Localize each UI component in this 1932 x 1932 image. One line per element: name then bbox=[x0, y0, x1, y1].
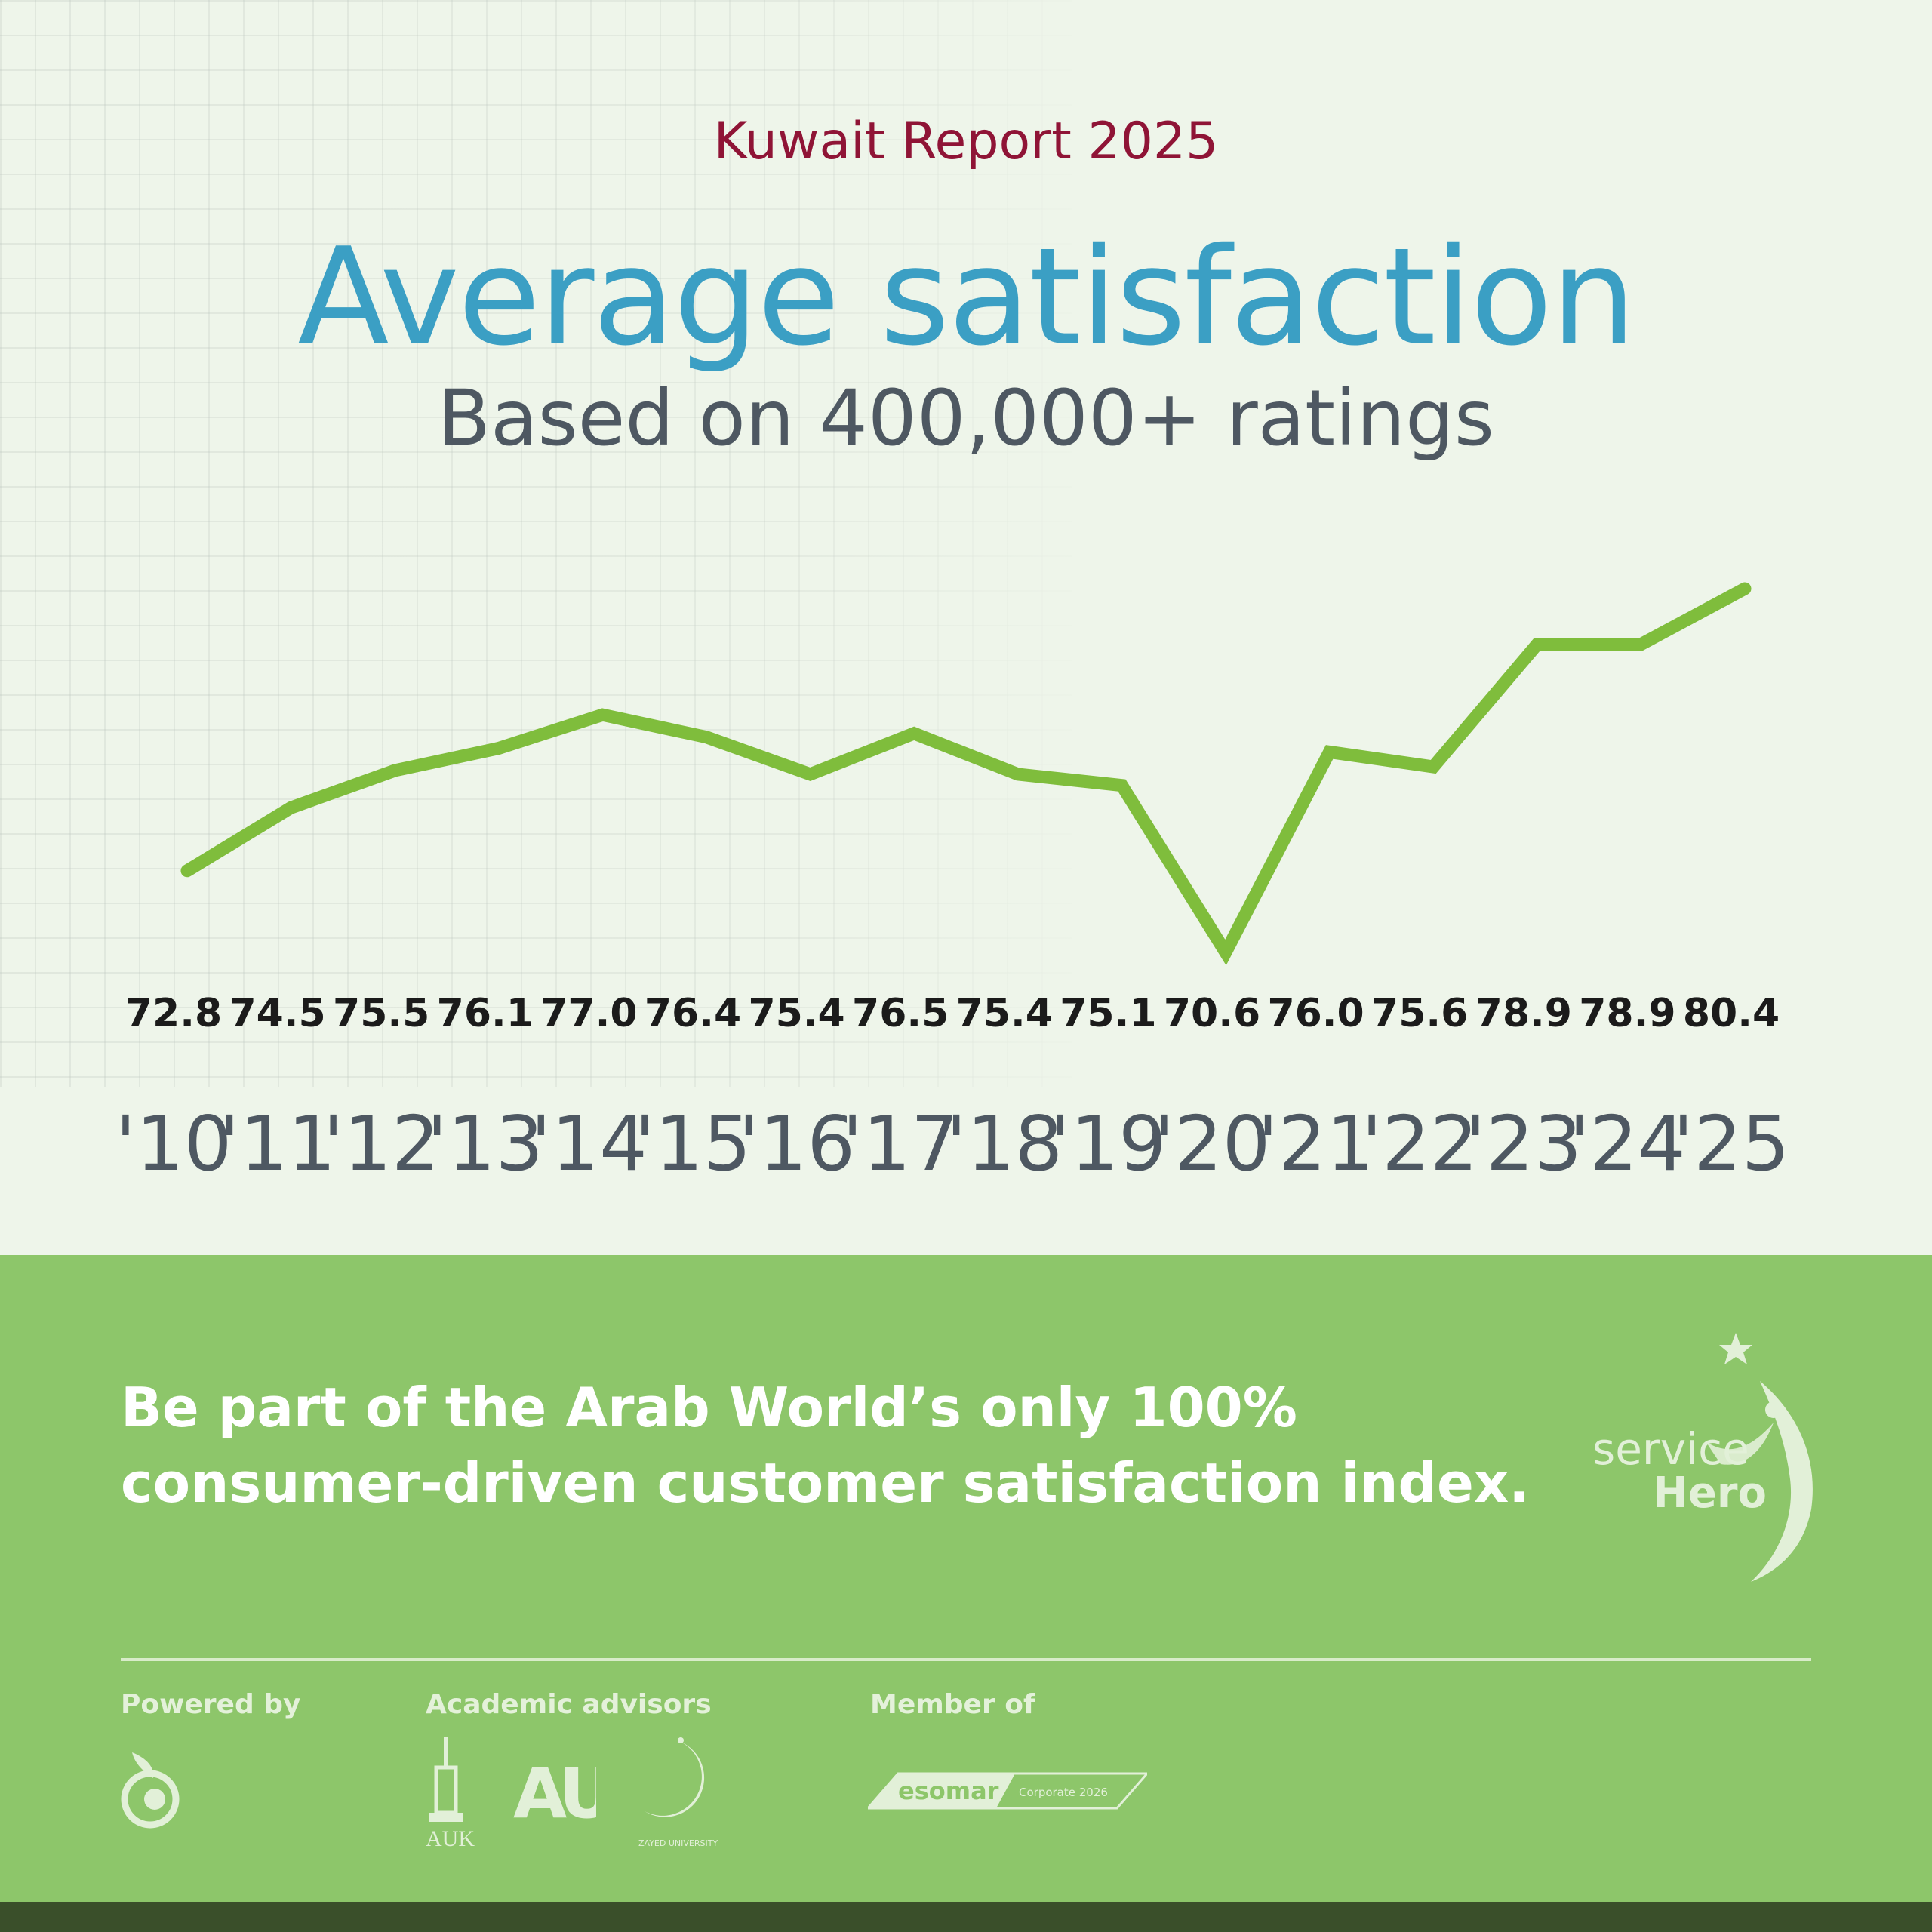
value-label: 75.4 bbox=[956, 991, 1053, 1036]
value-label: 76.5 bbox=[852, 991, 949, 1036]
value-label: 78.9 bbox=[1475, 991, 1572, 1036]
service-hero-figure-icon bbox=[1706, 1333, 1813, 1582]
year-tick-label: '15 bbox=[635, 1100, 752, 1188]
grid-fade-overlay bbox=[0, 0, 1932, 1253]
value-label: 72.8 bbox=[125, 991, 222, 1036]
value-label: 76.1 bbox=[437, 991, 534, 1036]
au-text: AU bbox=[513, 1757, 596, 1825]
esomar-sub-text: Corporate 2026 bbox=[1019, 1786, 1108, 1799]
chart-subtitle: Based on 400,000+ ratings bbox=[437, 374, 1494, 463]
value-label: 75.4 bbox=[748, 991, 844, 1036]
auk-text: AUK bbox=[426, 1826, 475, 1850]
powered-by-label: Powered by bbox=[121, 1689, 301, 1720]
year-tick-label: '19 bbox=[1050, 1100, 1167, 1188]
service-hero-wordmark: service Hero bbox=[1592, 1426, 1767, 1515]
esomar-badge-icon: esomar Corporate 2026 bbox=[868, 1772, 1147, 1810]
satisfaction-line-chart: 72.8 '10 74.5 '11 75.5 '12 76.1 '13 77.0 '14 76.4 '… bbox=[115, 582, 1790, 1188]
year-tick-label: '24 bbox=[1569, 1100, 1686, 1188]
value-label: 80.4 bbox=[1683, 991, 1780, 1036]
value-label: 75.5 bbox=[333, 991, 429, 1036]
value-label: 76.4 bbox=[645, 991, 741, 1036]
zayed-text: ZAYED UNIVERSITY bbox=[638, 1838, 718, 1848]
value-label: 75.1 bbox=[1060, 991, 1156, 1036]
year-tick-label: '22 bbox=[1361, 1100, 1478, 1188]
brand-line-service: service bbox=[1592, 1423, 1749, 1475]
year-tick-label: '13 bbox=[426, 1100, 543, 1188]
au-logo-icon: AU bbox=[513, 1757, 596, 1825]
report-kicker: Kuwait Report 2025 bbox=[713, 112, 1219, 171]
year-tick-label: '20 bbox=[1154, 1100, 1271, 1188]
powered-by-logo-icon bbox=[121, 1752, 180, 1829]
call-to-action: Be part of the Arab World’s only 100% co… bbox=[121, 1370, 1555, 1521]
year-tick-label: '14 bbox=[531, 1100, 648, 1188]
year-tick-label: '10 bbox=[115, 1100, 232, 1188]
year-tick-label: '17 bbox=[842, 1100, 959, 1188]
year-tick-label: '18 bbox=[946, 1100, 1063, 1188]
value-label: 77.0 bbox=[540, 991, 637, 1036]
value-label: 76.0 bbox=[1267, 991, 1364, 1036]
academic-advisors-label: Academic advisors bbox=[426, 1689, 712, 1720]
chart-title: Average satisfaction bbox=[297, 219, 1636, 375]
value-label: 74.5 bbox=[229, 991, 325, 1036]
value-label: 78.9 bbox=[1579, 991, 1675, 1036]
footer-strip bbox=[0, 1902, 1932, 1932]
cta-line-1: Be part of the Arab World’s only 100% bbox=[121, 1376, 1297, 1439]
year-tick-label: '12 bbox=[323, 1100, 440, 1188]
esomar-text: esomar bbox=[898, 1777, 999, 1805]
series-line bbox=[180, 582, 1752, 966]
auk-logo-icon: AUK bbox=[426, 1737, 475, 1850]
footer-divider bbox=[121, 1658, 1811, 1661]
member-of-label: Member of bbox=[870, 1689, 1035, 1720]
brand-line-hero: Hero bbox=[1653, 1469, 1767, 1518]
cta-line-2: consumer-driven customer satisfaction in… bbox=[121, 1451, 1530, 1515]
year-tick-label: '23 bbox=[1465, 1100, 1582, 1188]
year-tick-label: '16 bbox=[738, 1100, 855, 1188]
year-tick-label: '25 bbox=[1673, 1100, 1790, 1188]
value-label: 70.6 bbox=[1164, 991, 1260, 1036]
year-tick-label: '11 bbox=[219, 1100, 336, 1188]
year-tick-label: '21 bbox=[1257, 1100, 1374, 1188]
value-label: 75.6 bbox=[1371, 991, 1468, 1036]
zayed-university-logo-icon: ZAYED UNIVERSITY bbox=[638, 1737, 718, 1848]
